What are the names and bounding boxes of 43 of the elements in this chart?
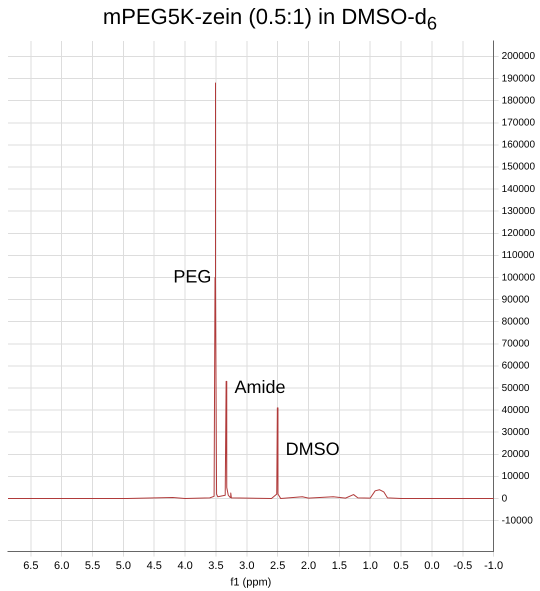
y-tick-label: -10000 xyxy=(502,515,534,526)
annotation: Amide xyxy=(234,377,286,397)
y-tick-label: 140000 xyxy=(502,184,536,195)
annotation: PEG xyxy=(173,266,212,286)
x-tick-label: 1.0 xyxy=(362,560,378,572)
x-tick-label: 6.5 xyxy=(23,560,38,572)
x-tick-label: 5.5 xyxy=(84,560,100,572)
x-tick-label: 6.0 xyxy=(54,560,70,572)
y-tick-label: 20000 xyxy=(502,449,530,460)
x-tick-label: 3.5 xyxy=(208,560,224,572)
x-axis-title: f1 (ppm) xyxy=(230,576,272,588)
y-tick-label: 160000 xyxy=(502,140,536,151)
x-tick-label: 3.0 xyxy=(239,560,254,572)
x-tick-label: 5.0 xyxy=(116,560,132,572)
x-tick-label: 2.5 xyxy=(270,560,286,572)
y-tick-label: 150000 xyxy=(502,162,536,173)
y-tick-label: 50000 xyxy=(502,382,530,394)
chart-title: mPEG5K-zein (0.5:1) in DMSO-d$_{6}$ xyxy=(102,4,438,34)
y-tick-label: 190000 xyxy=(502,73,536,84)
x-tick-label: 2.0 xyxy=(300,560,316,572)
y-tick-label: 100000 xyxy=(502,272,536,284)
y-tick-label: 0 xyxy=(502,493,508,504)
x-tick-label: 1.5 xyxy=(332,560,348,572)
y-tick-label: 40000 xyxy=(502,404,530,416)
x-tick-label: 4.0 xyxy=(177,560,193,572)
y-tick-label: 80000 xyxy=(502,316,530,328)
y-tick-label: 90000 xyxy=(502,294,530,306)
x-tick-label: -0.5 xyxy=(453,560,472,572)
x-tick-label: -1.0 xyxy=(484,560,504,572)
y-tick-label: 180000 xyxy=(502,95,536,106)
x-tick-label: 0.0 xyxy=(424,560,440,572)
y-tick-label: 60000 xyxy=(502,360,530,372)
y-tick-label: 70000 xyxy=(502,338,530,350)
y-tick-label: 200000 xyxy=(502,51,536,62)
annotation: DMSO xyxy=(286,438,340,459)
x-tick-label: 4.5 xyxy=(146,560,162,572)
y-tick-label: 130000 xyxy=(502,206,536,217)
x-tick-label: 0.5 xyxy=(393,560,409,572)
y-tick-label: 30000 xyxy=(502,426,530,438)
y-tick-label: 120000 xyxy=(502,228,536,240)
y-tick-label: 110000 xyxy=(502,250,535,262)
y-tick-label: 10000 xyxy=(502,471,530,482)
y-tick-label: 170000 xyxy=(502,118,536,129)
